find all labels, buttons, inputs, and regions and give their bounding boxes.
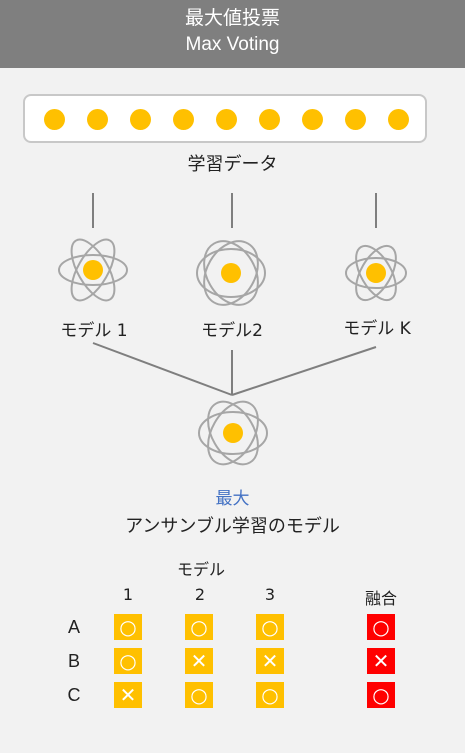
title-en: Max Voting — [185, 34, 280, 55]
model-column-1: 1 — [122, 585, 134, 604]
vote-cell: ○ — [185, 614, 213, 640]
connector-model-k-ensemble — [231, 346, 377, 396]
data-point — [345, 109, 366, 130]
data-point — [87, 109, 108, 130]
ensemble-caption: アンサンブル学習のモデル — [125, 516, 340, 537]
vote-cell: ✕ — [114, 682, 142, 708]
data-point — [130, 109, 151, 130]
data-point — [259, 109, 280, 130]
model-column-2: 2 — [194, 585, 206, 604]
fusion-column-header: 融合 — [364, 589, 397, 608]
atom-icon-model-1 — [58, 238, 128, 302]
model-1-label: モデル 1 — [60, 321, 128, 341]
atom-icon-model-2 — [196, 240, 266, 306]
fusion-cell: ○ — [367, 614, 395, 640]
model-2-label: モデル2 — [201, 321, 263, 341]
vote-cell: ✕ — [256, 648, 284, 674]
vote-cell: ○ — [114, 614, 142, 640]
data-point — [216, 109, 237, 130]
vote-cell: ○ — [256, 614, 284, 640]
model-k-label: モデル K — [343, 319, 411, 339]
fusion-cell: ✕ — [367, 648, 395, 674]
training-data-label: 学習データ — [187, 154, 278, 175]
data-point — [44, 109, 65, 130]
data-point — [388, 109, 409, 130]
data-point — [173, 109, 194, 130]
row-label: A — [67, 617, 80, 637]
title-ja: 最大値投票 — [184, 7, 280, 29]
vote-cell: ✕ — [185, 648, 213, 674]
model-column-3: 3 — [264, 585, 276, 604]
vote-cell: ○ — [114, 648, 142, 674]
header-banner: 最大値投票 Max Voting — [0, 0, 465, 68]
row-label: B — [67, 651, 80, 671]
table-header-label: モデル — [176, 560, 225, 579]
data-point — [302, 109, 323, 130]
connector-model-1-ensemble — [92, 342, 233, 396]
atom-icon-ensemble — [198, 400, 268, 466]
fusion-cell: ○ — [367, 682, 395, 708]
vote-cell: ○ — [185, 682, 213, 708]
method-label: 最大 — [215, 489, 250, 509]
vote-cell: ○ — [256, 682, 284, 708]
row-label: C — [67, 685, 81, 705]
training-data-box — [23, 94, 427, 143]
atom-icon-model-k — [345, 244, 407, 302]
